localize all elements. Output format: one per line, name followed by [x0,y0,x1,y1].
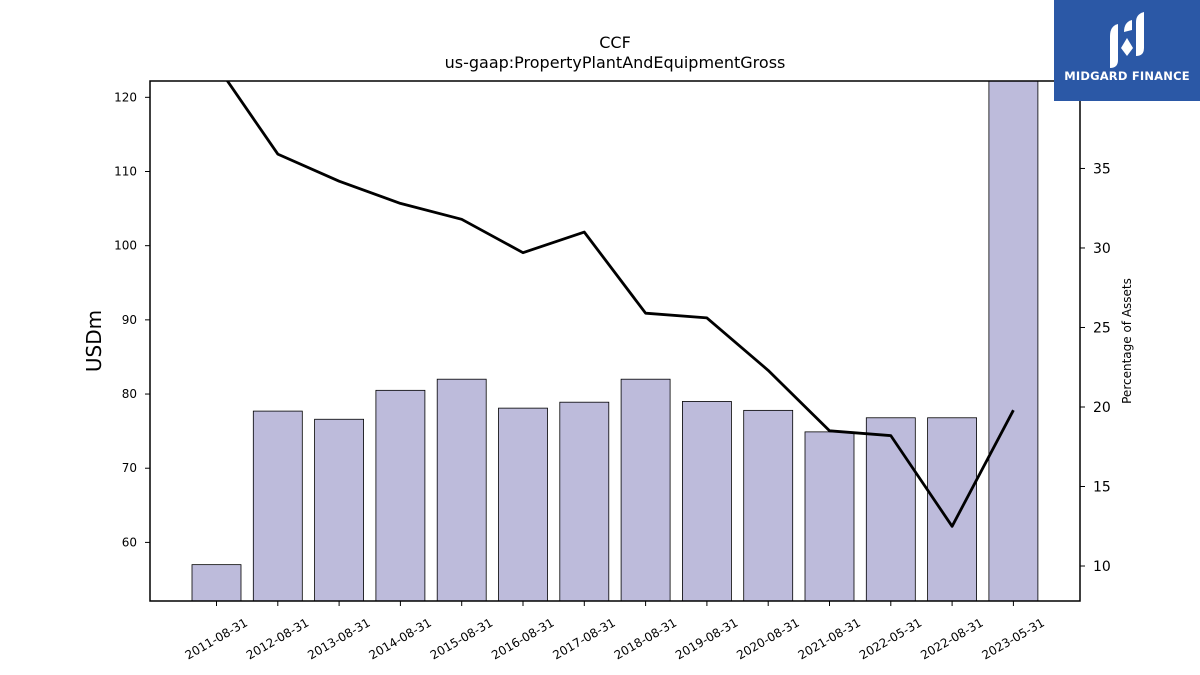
y2-tick-label: 20 [1093,400,1111,416]
bar [988,80,1039,602]
y2-axis-label: Percentage of Assets [1120,278,1134,404]
plot-frame [149,80,1081,602]
bar [436,378,487,602]
bar [252,410,303,602]
x-tick-label: 2022-08-31 [918,615,985,662]
bar [191,564,242,602]
bar [927,417,977,602]
x-tick-label: 2022-05-31 [857,615,924,662]
x-tick-label: 2018-08-31 [612,615,679,662]
x-axis: 2011-08-312012-08-312013-08-312014-08-31… [183,601,1047,662]
line-series [225,81,1015,528]
chart-title: CCF [599,33,631,52]
logo-mark-icon [1110,12,1144,68]
y-tick-label: 90 [122,313,137,327]
y2-tick-label: 30 [1093,241,1111,257]
x-tick-label: 2013-08-31 [305,615,372,662]
y-tick-label: 120 [114,90,137,104]
y-axis-label: USDm [82,310,106,372]
x-tick-label: 2017-08-31 [550,615,617,662]
bar-series [191,80,1039,602]
y2-tick-label: 35 [1093,161,1111,177]
y-tick-label: 80 [122,387,137,401]
bar [865,417,916,602]
y-axis-right: 10 15 20 25 30 35 [1080,161,1111,575]
logo-text: MIDGARD FINANCE [1064,69,1190,83]
line-series-path [225,81,1015,528]
y-tick-label: 70 [122,461,137,475]
bar [620,378,671,602]
bar [743,409,794,602]
x-tick-label: 2020-08-31 [734,615,801,662]
y-tick-label: 100 [114,239,137,253]
y-axis-left: 60 70 80 90 100 110 120 [114,90,150,549]
x-tick-label: 2011-08-31 [183,615,250,662]
x-tick-label: 2023-05-31 [979,615,1046,662]
y-tick-label: 110 [114,164,137,178]
midgard-finance-logo: MIDGARD FINANCE [1054,0,1200,101]
bar [559,401,610,602]
y2-tick-label: 25 [1093,320,1111,336]
bar [314,418,365,602]
x-tick-label: 2014-08-31 [366,615,433,662]
chart-subtitle: us-gaap:PropertyPlantAndEquipmentGross [445,53,786,72]
bar [682,401,732,602]
x-tick-label: 2019-08-31 [673,615,740,662]
bar [375,389,426,602]
y2-tick-label: 10 [1093,559,1111,575]
bar [498,407,548,602]
x-tick-label: 2012-08-31 [244,615,311,662]
y2-tick-label: 15 [1093,480,1111,496]
x-tick-label: 2016-08-31 [489,615,556,662]
x-tick-label: 2021-08-31 [796,615,863,662]
bar [804,431,855,602]
y-tick-label: 60 [122,535,137,549]
x-tick-label: 2015-08-31 [428,615,495,662]
